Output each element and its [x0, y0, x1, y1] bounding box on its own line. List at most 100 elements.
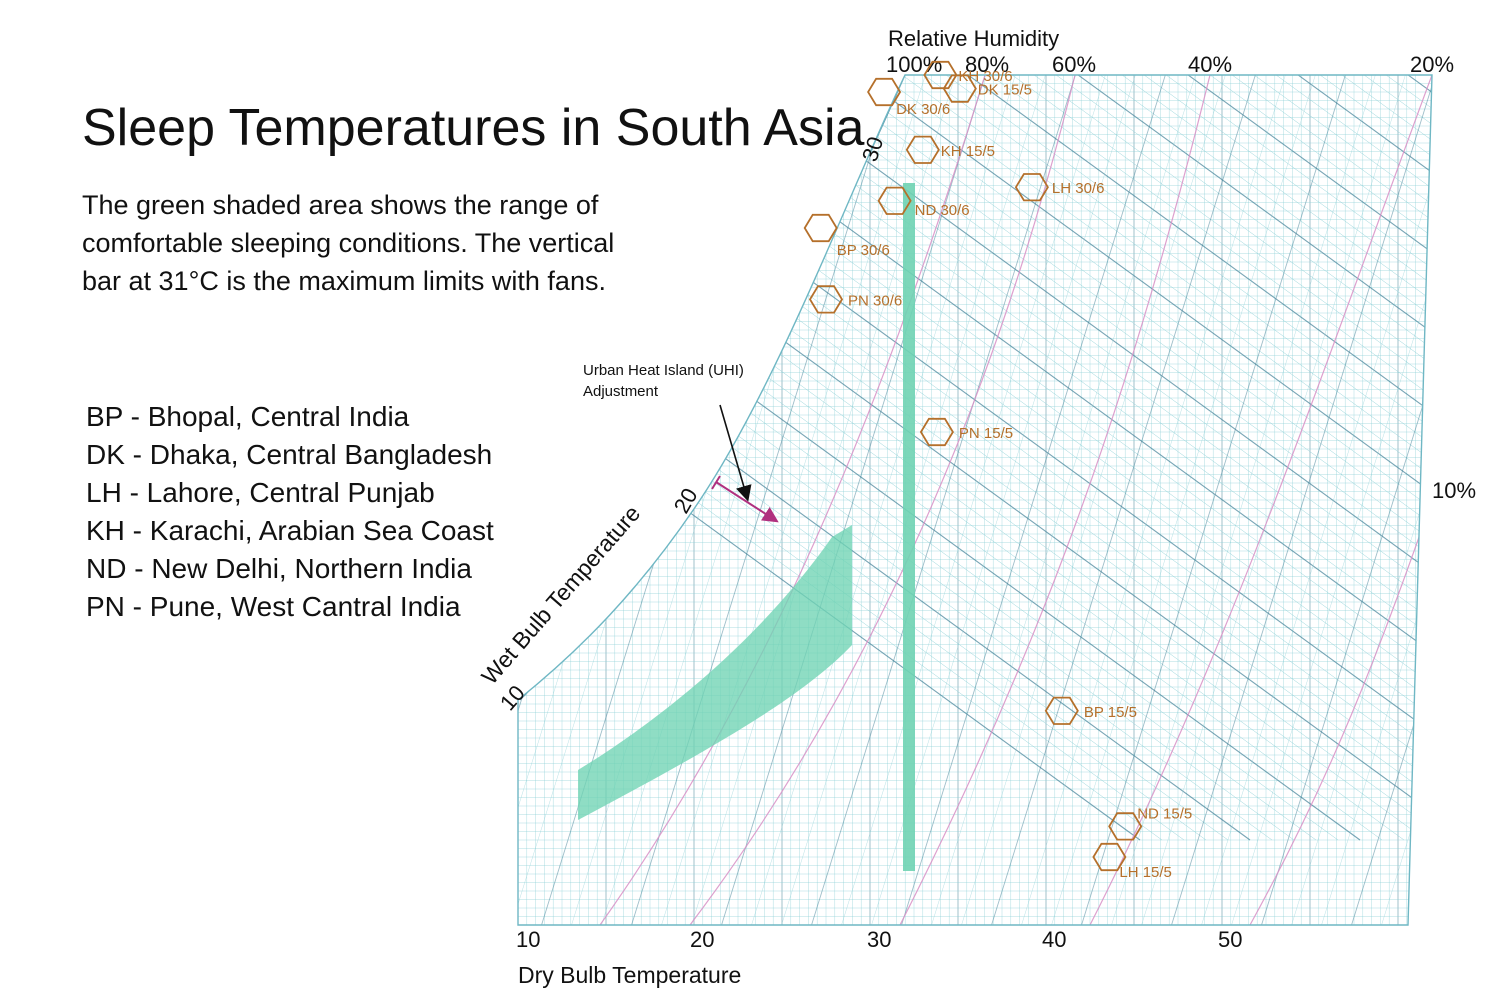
annotation-line: Urban Heat Island (UHI)	[583, 362, 744, 379]
city-marker-label: DK 30/6	[896, 101, 950, 118]
wet-bulb-gridline	[518, 75, 1339, 841]
city-marker-hexagon	[1092, 842, 1127, 872]
legend-item-bp: BP - Bhopal, Central India	[86, 401, 410, 432]
x-tick-label: 40	[1042, 927, 1066, 952]
wet-bulb-gridline	[1425, 75, 1432, 841]
wet-bulb-gridline	[1095, 75, 1432, 841]
city-marker-label: BP 30/6	[837, 242, 890, 259]
wet-bulb-gridline	[1117, 75, 1432, 841]
legend-item-lh: LH - Lahore, Central Punjab	[86, 477, 435, 508]
city-markers: KH 30/6DK 15/5DK 30/6KH 15/5LH 30/6ND 30…	[803, 60, 1192, 881]
legend-item-nd: ND - New Delhi, Northern India	[86, 553, 472, 584]
volume-gridline	[629, 75, 901, 925]
wet-bulb-gridline	[1470, 40, 1490, 840]
relative-humidity-curve	[1249, 499, 1432, 925]
description: The green shaded area shows the range of…	[82, 186, 722, 300]
city-marker-hexagon	[942, 74, 977, 103]
city-marker-label: DK 15/5	[978, 82, 1032, 99]
fan-limit-bar	[903, 183, 915, 871]
volume-gridline	[518, 75, 601, 925]
volume-gridline	[1229, 75, 1432, 925]
chart-grid	[518, 40, 1490, 925]
wet-bulb-gridline	[1448, 40, 1490, 840]
wet-bulb-gridline	[721, 75, 1432, 841]
wet-bulb-gridline	[1051, 75, 1432, 841]
wet-bulb-gridline	[897, 75, 1432, 841]
city-marker-hexagon	[1108, 812, 1143, 841]
volume-gridline	[518, 75, 571, 925]
chart-outline	[517, 74, 1433, 926]
city-marker-hexagon	[803, 213, 838, 243]
volume-gridline	[809, 75, 1081, 925]
city-marker-label: LH 30/6	[1052, 180, 1105, 197]
wet-bulb-tick: 10	[495, 680, 530, 715]
wet-bulb-gridline	[699, 75, 1432, 841]
wet-bulb-gridline	[765, 75, 1432, 841]
wet-bulb-gridline	[1227, 75, 1432, 841]
volume-gridline	[839, 75, 1111, 925]
volume-gridline	[1049, 75, 1321, 925]
volume-gridline	[899, 75, 1171, 925]
volume-gridline	[659, 75, 931, 925]
volume-gridline	[1319, 75, 1432, 925]
rh-tick: 20%	[1410, 52, 1454, 77]
wet-bulb-gridline	[518, 75, 1317, 841]
wet-bulb-gridline	[919, 75, 1432, 841]
city-marker-label: BP 15/5	[1084, 704, 1137, 721]
relative-humidity-curve	[599, 75, 986, 925]
relative-humidity-curve	[1089, 75, 1432, 925]
rh-tick: 10%	[1432, 478, 1476, 503]
volume-gridline	[959, 75, 1231, 925]
wet-bulb-gridline	[518, 75, 1427, 841]
volume-gridline	[1199, 75, 1432, 925]
x-axis-title: Dry Bulb Temperature	[518, 962, 741, 988]
annotation-line: Adjustment	[583, 383, 659, 400]
wet-bulb-gridline	[941, 75, 1432, 841]
volume-gridline	[518, 75, 691, 925]
volume-gridline	[689, 75, 961, 925]
rh-tick: 100%	[886, 52, 942, 77]
x-tick-label: 10	[516, 927, 540, 952]
volume-gridline	[1109, 75, 1381, 925]
city-marker-hexagon	[808, 285, 844, 314]
city-marker-hexagon	[919, 417, 954, 447]
wet-bulb-gridline	[1029, 75, 1432, 841]
city-marker-hexagon	[923, 60, 958, 90]
city-marker-label: LH 15/5	[1119, 864, 1172, 881]
legend-item-dk: DK - Dhaka, Central Bangladesh	[86, 439, 493, 470]
volume-gridline	[719, 75, 991, 925]
x-tick-label: 30	[867, 927, 891, 952]
volume-gridline	[1259, 75, 1432, 925]
wet-bulb-gridline	[985, 75, 1432, 841]
city-marker-hexagon	[905, 135, 940, 164]
wet-bulb-gridline	[518, 75, 1361, 841]
volume-gridline	[989, 75, 1261, 925]
legend-item-kh: KH - Karachi, Arabian Sea Coast	[86, 515, 494, 546]
description-line: comfortable sleeping conditions. The ver…	[82, 228, 615, 258]
description-line: bar at 31°C is the maximum limits with f…	[82, 266, 606, 296]
wet-bulb-gridline	[518, 75, 1405, 841]
wet-bulb-gridline	[1205, 75, 1432, 841]
legend-item-pn: PN - Pune, West Cantral India	[86, 591, 461, 622]
wet-bulb-title: Wet Bulb Temperature	[476, 500, 645, 689]
rh-tick: 80%	[965, 52, 1009, 77]
wet-bulb-tick: 20	[669, 484, 703, 518]
dry-bulb-axis: 10 20 30 40 50 Dry Bulb Temperature	[516, 927, 1242, 988]
wet-bulb-gridline	[809, 75, 1432, 841]
wet-bulb-gridline	[743, 75, 1432, 841]
city-marker-label: PN 30/6	[848, 292, 902, 309]
uhi-adjustment-tick	[711, 475, 721, 490]
city-marker-label: ND 15/5	[1137, 805, 1192, 822]
wet-bulb-gridline	[518, 75, 1383, 841]
comfort-zone	[578, 525, 852, 820]
city-marker-hexagon	[1014, 173, 1049, 202]
rh-tick: 40%	[1188, 52, 1232, 77]
relative-humidity-curve	[899, 75, 1211, 925]
wet-bulb-gridline	[1007, 75, 1432, 841]
volume-gridline	[929, 75, 1201, 925]
city-marker-label: KH 15/5	[941, 143, 995, 160]
volume-gridline	[1349, 75, 1432, 925]
wet-bulb-gridline	[1073, 75, 1432, 841]
volume-gridline	[749, 75, 1021, 925]
